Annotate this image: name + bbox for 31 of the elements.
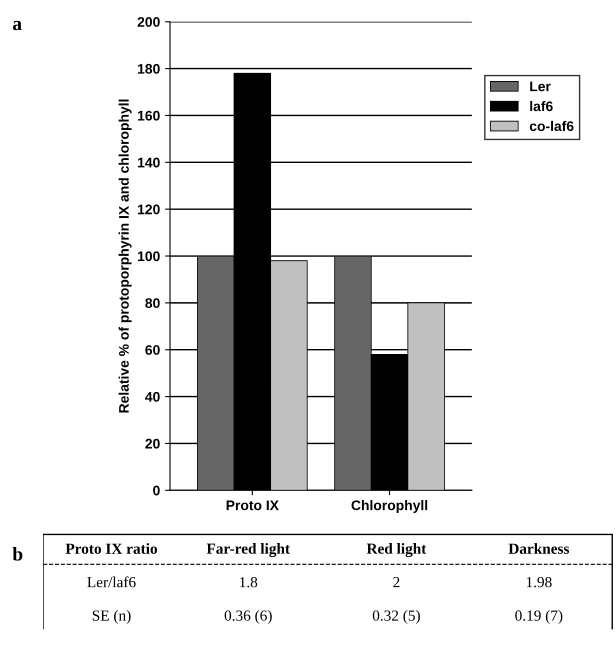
text: 2 <box>393 577 400 588</box>
text: Darkness <box>508 543 570 554</box>
text: 0.32 (5) <box>372 610 420 624</box>
y-axis-title: Relative % of protoporphyrin IX and chlorophyll <box>118 100 132 413</box>
y-tick-label: 140 <box>138 158 160 168</box>
y-tick-label: 0 <box>153 486 160 496</box>
legend-label: Ler <box>530 82 551 92</box>
text: Red light <box>366 543 426 558</box>
text: Ler/laf6 <box>87 576 136 588</box>
text: Proto IX ratio <box>66 543 158 554</box>
text: Far-red light <box>206 543 290 558</box>
text: 1.98 <box>526 576 552 588</box>
legend-label: laf6 <box>530 100 553 112</box>
y-tick-label: 120 <box>138 204 160 214</box>
y-tick-label: 180 <box>138 64 160 74</box>
y-tick-label: 40 <box>145 392 160 402</box>
chart-title: a <box>12 20 22 30</box>
legend-label: co-laf6 <box>530 120 574 132</box>
text: 0.36 (6) <box>224 610 272 624</box>
text: 1.8 <box>240 576 258 588</box>
y-tick-label: 60 <box>145 345 160 355</box>
y-tick-label: 80 <box>145 298 160 308</box>
text: 0.19 (7) <box>515 610 562 624</box>
x-tick-label: Chlorophyll <box>352 500 428 513</box>
y-tick-label: 200 <box>138 17 160 27</box>
text: SE (n) <box>92 610 131 624</box>
y-tick-label: 100 <box>138 251 160 262</box>
x-tick-label: Proto IX <box>226 500 279 510</box>
y-tick-label: 20 <box>145 438 160 449</box>
text: b <box>12 546 22 561</box>
y-tick-label: 160 <box>138 110 160 121</box>
